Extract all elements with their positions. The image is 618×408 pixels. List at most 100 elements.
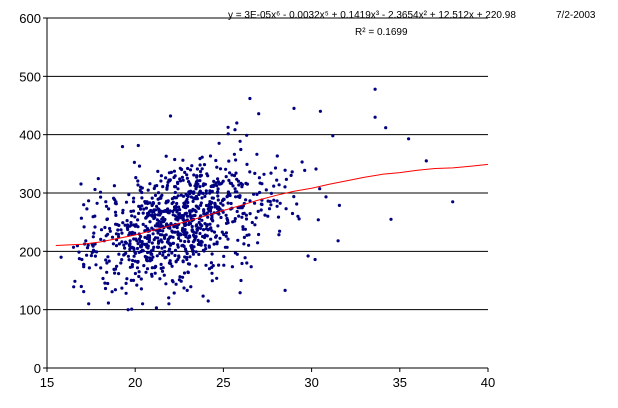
data-point [170, 197, 174, 201]
data-point [277, 183, 281, 187]
y-tick-label: 400 [19, 128, 41, 143]
data-point [218, 236, 222, 240]
data-point [132, 254, 136, 258]
data-point [183, 223, 187, 228]
data-point [213, 202, 217, 207]
data-point [183, 247, 188, 251]
data-point [407, 137, 411, 141]
data-point [79, 182, 83, 186]
data-point [225, 195, 229, 199]
data-point [202, 208, 206, 212]
data-point [150, 266, 154, 270]
data-point [171, 213, 175, 217]
data-point [318, 109, 322, 113]
data-point [156, 245, 161, 249]
data-point [120, 145, 125, 149]
data-point [254, 216, 258, 220]
data-point [290, 211, 295, 216]
data-point [200, 167, 204, 171]
data-point [190, 164, 194, 168]
data-point [211, 264, 215, 268]
data-point [140, 240, 144, 244]
data-point [106, 301, 110, 305]
data-point [231, 184, 235, 188]
data-point [209, 202, 213, 206]
data-point [161, 250, 165, 254]
data-point [233, 128, 237, 132]
data-point [255, 152, 259, 156]
data-point [134, 176, 138, 180]
data-point [187, 180, 191, 184]
data-point [172, 169, 176, 173]
data-point [82, 263, 86, 267]
y-tick-label: 600 [19, 11, 41, 26]
data-point [176, 233, 180, 237]
data-point [177, 205, 181, 209]
data-point [163, 245, 167, 249]
data-point [204, 247, 208, 251]
data-point [242, 242, 246, 246]
data-point [259, 202, 263, 206]
data-point [220, 230, 224, 234]
data-point [167, 302, 171, 306]
data-point [249, 265, 253, 269]
data-point [99, 228, 104, 232]
data-point [85, 253, 89, 257]
data-point [247, 233, 251, 237]
data-point [188, 183, 192, 187]
data-point [153, 271, 157, 275]
data-point [125, 219, 129, 223]
data-point [204, 263, 208, 267]
data-point [205, 234, 209, 238]
data-point [199, 201, 203, 205]
data-point [217, 263, 221, 267]
data-point [145, 258, 149, 262]
y-tick-label: 200 [19, 244, 41, 259]
data-point [162, 273, 166, 277]
data-point [216, 194, 220, 198]
data-point [99, 237, 103, 241]
data-point [159, 222, 163, 226]
data-point [191, 249, 195, 253]
data-point [130, 307, 134, 311]
data-point [84, 239, 88, 243]
data-point [152, 238, 156, 242]
data-point [228, 171, 232, 175]
data-point [181, 178, 185, 182]
date-label: 7/2-2003 [556, 10, 596, 21]
data-point [148, 201, 152, 205]
data-point [117, 235, 121, 239]
data-point [150, 196, 154, 200]
data-point [292, 195, 296, 199]
data-point [202, 163, 207, 167]
data-point [93, 225, 97, 229]
data-point [175, 209, 179, 213]
data-point [156, 213, 160, 217]
data-point [144, 270, 148, 274]
data-point [224, 234, 228, 238]
data-point [72, 285, 76, 289]
data-point [187, 239, 191, 244]
data-point [198, 169, 203, 174]
data-point [207, 267, 212, 271]
data-point [150, 203, 154, 208]
data-point [424, 159, 428, 163]
data-point [82, 225, 86, 229]
data-point [168, 114, 173, 118]
data-point [79, 216, 83, 220]
data-point [194, 224, 198, 228]
data-point [82, 203, 86, 207]
data-point [202, 182, 206, 186]
data-point [158, 251, 162, 256]
data-point [296, 214, 300, 218]
data-point [278, 229, 282, 233]
data-point [227, 193, 231, 197]
data-point [174, 260, 178, 264]
data-point [126, 308, 130, 312]
data-point [130, 263, 134, 267]
data-point [153, 193, 158, 197]
data-point [86, 243, 90, 247]
data-point [235, 121, 239, 125]
trendline-layer [55, 163, 489, 246]
data-point [214, 234, 218, 238]
